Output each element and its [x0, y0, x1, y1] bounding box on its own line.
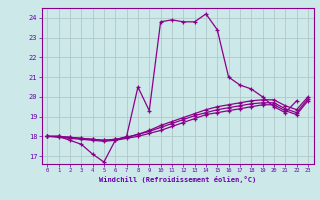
X-axis label: Windchill (Refroidissement éolien,°C): Windchill (Refroidissement éolien,°C)	[99, 176, 256, 183]
